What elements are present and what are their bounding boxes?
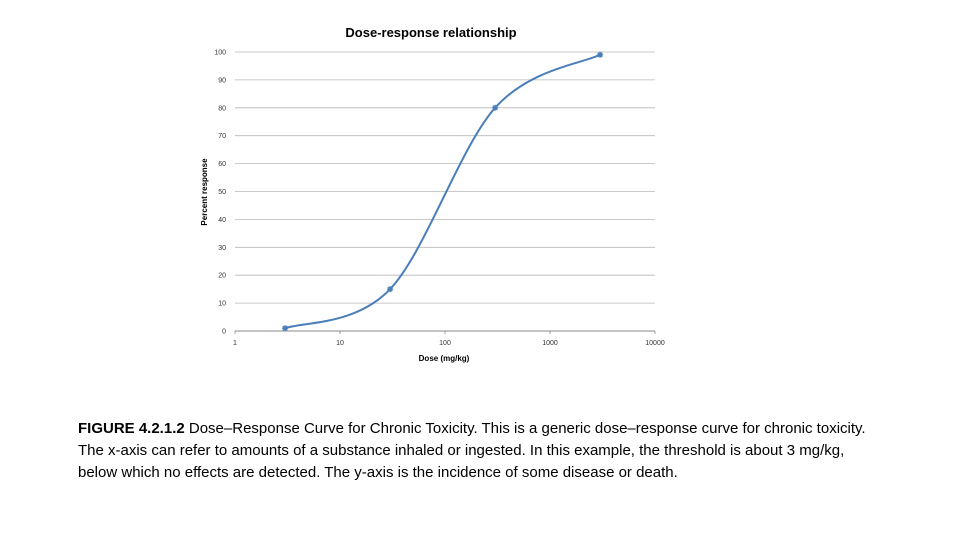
y-tick-label: 10: [218, 301, 226, 308]
figure-caption: FIGURE 4.2.1.2 Dose–Response Curve for C…: [78, 418, 878, 484]
data-point: [387, 286, 394, 293]
y-tick-label: 0: [222, 329, 226, 336]
y-tick-label: 70: [218, 133, 226, 140]
caption-text: Dose–Response Curve for Chronic Toxicity…: [78, 420, 866, 481]
axes: [234, 330, 656, 334]
gridlines: [235, 51, 655, 304]
y-tick-label: 100: [214, 50, 226, 57]
x-tick-label: 10: [336, 340, 344, 347]
chart-title: Dose-response relationship: [345, 25, 516, 40]
y-axis-label: Percent response: [200, 158, 209, 226]
y-tick-label: 60: [218, 161, 226, 168]
y-tick-label: 30: [218, 245, 226, 252]
series-group: [282, 51, 604, 332]
y-tick-label: 20: [218, 273, 226, 280]
figure-number: FIGURE 4.2.1.2: [78, 420, 185, 437]
y-tick-label: 90: [218, 77, 226, 84]
y-tick-labels: 0 10 20 30 40 50 60 70 80 90 100: [214, 50, 226, 336]
y-tick-label: 50: [218, 189, 226, 196]
x-tick-label: 100: [439, 340, 451, 347]
x-tick-label: 1: [233, 340, 237, 347]
x-tick-label: 1000: [542, 340, 558, 347]
y-tick-label: 80: [218, 105, 226, 112]
x-tick-label: 10000: [645, 340, 665, 347]
x-axis-label: Dose (mg/kg): [419, 354, 470, 363]
data-point: [282, 325, 289, 332]
series-line: [284, 53, 601, 330]
y-tick-label: 40: [218, 217, 226, 224]
data-point: [492, 104, 499, 111]
x-tick-labels: 1 10 100 1000 10000: [233, 340, 665, 347]
data-point: [597, 51, 604, 58]
dose-response-chart: Dose-response relationship 0 10 20 30 40 50 60…: [200, 25, 665, 363]
